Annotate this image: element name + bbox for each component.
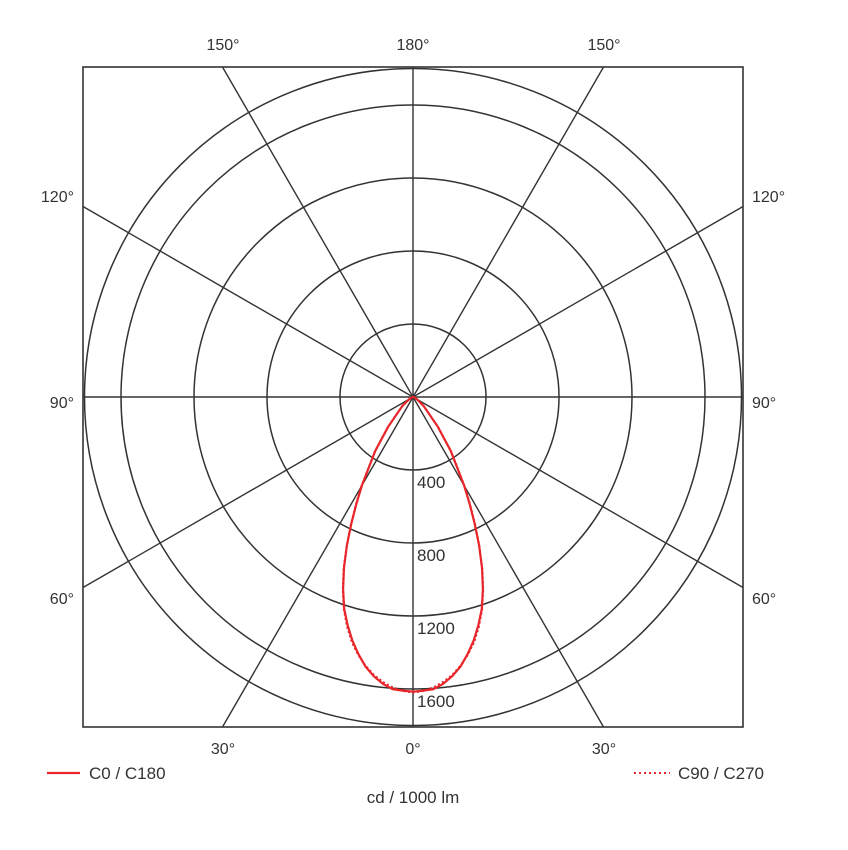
- intensity-curves: [341, 395, 485, 694]
- legend: C0 / C180 C90 / C270: [47, 764, 764, 783]
- ring-label-1600: 1600: [417, 692, 455, 711]
- ring-label-400: 400: [417, 473, 445, 492]
- angle-label-left-middle: 90°: [50, 395, 74, 412]
- angle-label-left-lower: 60°: [50, 591, 74, 608]
- legend-label-c0-c180: C0 / C180: [89, 764, 166, 783]
- angle-label-left-upper: 120°: [41, 189, 74, 206]
- angle-label-top-right: 150°: [587, 37, 620, 54]
- angle-label-right-lower: 60°: [752, 591, 776, 608]
- angle-label-top-left: 150°: [206, 37, 239, 54]
- angle-label-right-middle: 90°: [752, 395, 776, 412]
- angle-label-top-center: 180°: [396, 37, 429, 54]
- angle-label-right-upper: 120°: [752, 189, 785, 206]
- ring-label-1200: 1200: [417, 619, 455, 638]
- angle-label-bottom-left: 30°: [211, 741, 235, 758]
- series-c90-c270-curve: [341, 395, 485, 694]
- angle-label-bottom-center: 0°: [405, 741, 420, 758]
- angle-label-bottom-right: 30°: [592, 741, 616, 758]
- legend-label-c90-c270: C90 / C270: [678, 764, 764, 783]
- ring-label-800: 800: [417, 546, 445, 565]
- unit-label: cd / 1000 lm: [367, 788, 460, 807]
